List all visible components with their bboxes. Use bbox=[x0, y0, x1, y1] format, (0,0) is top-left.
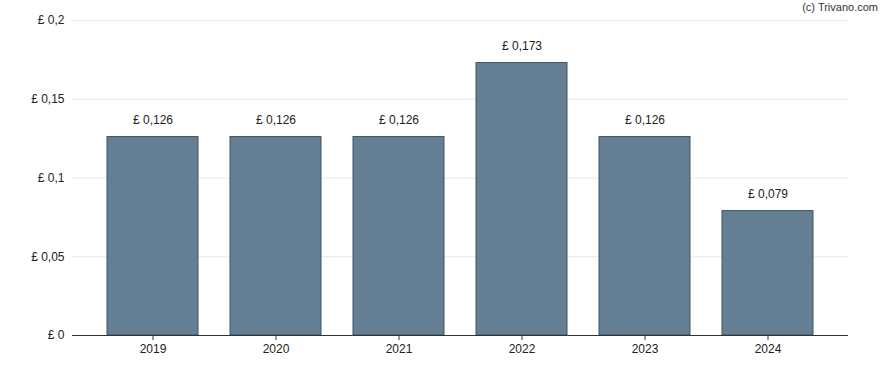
svg-text:£ 0,173: £ 0,173 bbox=[502, 39, 542, 53]
svg-text:£ 0,15: £ 0,15 bbox=[31, 92, 65, 106]
svg-text:2021: 2021 bbox=[386, 342, 413, 356]
svg-text:£ 0,2: £ 0,2 bbox=[38, 13, 65, 27]
svg-text:£ 0,05: £ 0,05 bbox=[31, 250, 65, 264]
svg-text:£ 0,1: £ 0,1 bbox=[38, 171, 65, 185]
svg-text:2020: 2020 bbox=[263, 342, 290, 356]
svg-text:£ 0,079: £ 0,079 bbox=[748, 187, 788, 201]
svg-text:£ 0,126: £ 0,126 bbox=[256, 113, 296, 127]
svg-text:2023: 2023 bbox=[632, 342, 659, 356]
svg-text:£ 0,126: £ 0,126 bbox=[133, 113, 173, 127]
svg-text:£ 0,126: £ 0,126 bbox=[625, 113, 665, 127]
svg-text:2022: 2022 bbox=[509, 342, 536, 356]
svg-text:£ 0,126: £ 0,126 bbox=[379, 113, 419, 127]
html-text:(c) Trivano.com: (c) Trivano.com bbox=[802, 1, 878, 13]
svg-text:2019: 2019 bbox=[140, 342, 167, 356]
svg-text:2024: 2024 bbox=[755, 342, 782, 356]
svg-text:£ 0: £ 0 bbox=[48, 328, 65, 342]
